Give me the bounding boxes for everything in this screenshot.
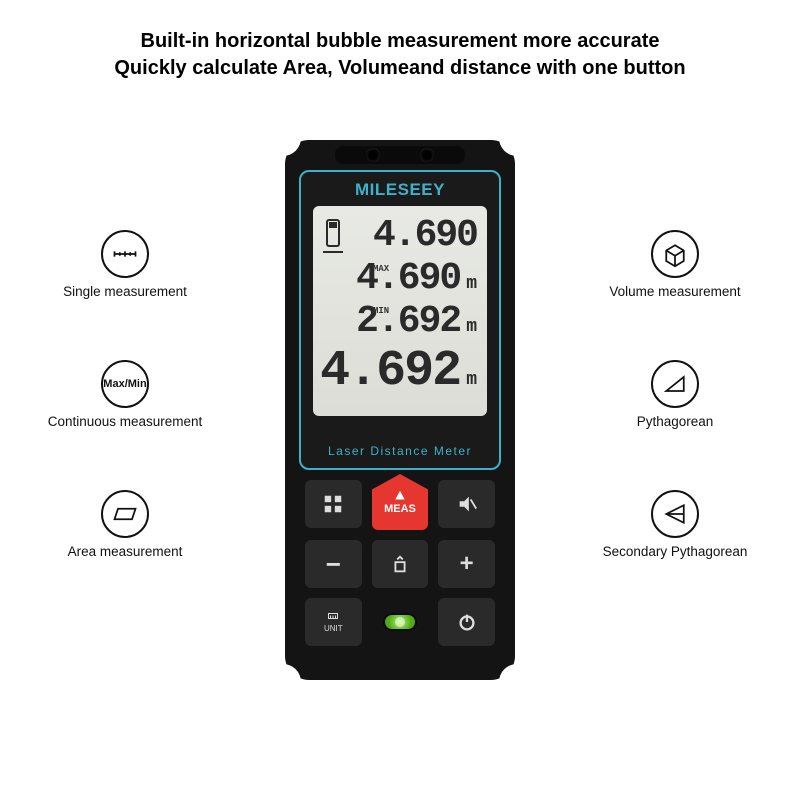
feature-secondary-pythagorean-label: Secondary Pythagorean (590, 544, 760, 559)
lcd-value-2: 4.690 (356, 257, 460, 300)
headline: Built-in horizontal bubble measurement m… (50, 28, 750, 82)
screen-frame: MILESEEY 4.690 MAX 4.690 m MIN 2.692 m 4.6… (299, 170, 501, 470)
plus-button[interactable]: + (438, 540, 495, 588)
lcd-tag-min: MIN (373, 306, 389, 316)
device: MILESEEY 4.690 MAX 4.690 m MIN 2.692 m 4.6… (285, 140, 515, 680)
lcd-tag-max: MAX (373, 264, 389, 274)
bubble-level-vial (383, 613, 417, 631)
lcd-value-1: 4.690 (373, 214, 477, 257)
triangle-icon (661, 370, 689, 398)
measure-button[interactable]: MEAS (372, 474, 429, 530)
reference-button[interactable] (372, 540, 429, 588)
parallelogram-icon (111, 500, 139, 528)
laser-icon (393, 489, 407, 503)
lcd-unit-4: m (466, 370, 477, 390)
feature-volume: Volume measurement (590, 230, 760, 299)
unit-button[interactable]: UNIT (305, 598, 362, 646)
device-icon (321, 216, 345, 256)
feature-continuous: Max/Min Continuous measurement (40, 360, 210, 429)
cube-icon (661, 240, 689, 268)
feature-volume-label: Volume measurement (590, 284, 760, 299)
feature-area-label: Area measurement (40, 544, 210, 559)
lcd-value-3: 2.692 (356, 300, 460, 343)
ruler-icon (111, 240, 139, 268)
maxmin-text: Max/Min (103, 378, 146, 390)
feature-pythagorean-label: Pythagorean (590, 414, 760, 429)
minus-button[interactable]: − (305, 540, 362, 588)
feature-single-label: Single measurement (40, 284, 210, 299)
unit-icon (325, 612, 341, 624)
triangle2-icon (661, 500, 689, 528)
headline-line2: Quickly calculate Area, Volumeand distan… (50, 55, 750, 82)
lcd-unit-3: m (466, 317, 477, 337)
feature-pythagorean: Pythagorean (590, 360, 760, 429)
mode-button[interactable] (305, 480, 362, 528)
screen-subtitle: Laser Distance Meter (301, 444, 499, 458)
lcd-display: 4.690 MAX 4.690 m MIN 2.692 m 4.692 m (313, 206, 487, 416)
feature-secondary-pythagorean: Secondary Pythagorean (590, 490, 760, 559)
feature-single: Single measurement (40, 230, 210, 299)
power-icon (456, 611, 478, 633)
brand-label: MILESEEY (301, 180, 499, 200)
headline-line1: Built-in horizontal bubble measurement m… (50, 28, 750, 55)
measure-label: MEAS (384, 503, 416, 515)
bubble-level (372, 598, 429, 646)
grid-icon (322, 493, 344, 515)
mute-button[interactable] (438, 480, 495, 528)
top-sensor-bar (335, 146, 465, 164)
power-button[interactable] (438, 598, 495, 646)
feature-area: Area measurement (40, 490, 210, 559)
lcd-unit-2: m (466, 274, 477, 294)
keypad: MEAS − + UNIT (305, 480, 495, 646)
reference-icon (389, 553, 411, 575)
mute-icon (456, 493, 478, 515)
unit-label: UNIT (324, 624, 343, 633)
device-body: MILESEEY 4.690 MAX 4.690 m MIN 2.692 m 4.6… (285, 140, 515, 680)
lcd-value-4: 4.692 (320, 343, 460, 400)
feature-continuous-label: Continuous measurement (40, 414, 210, 429)
